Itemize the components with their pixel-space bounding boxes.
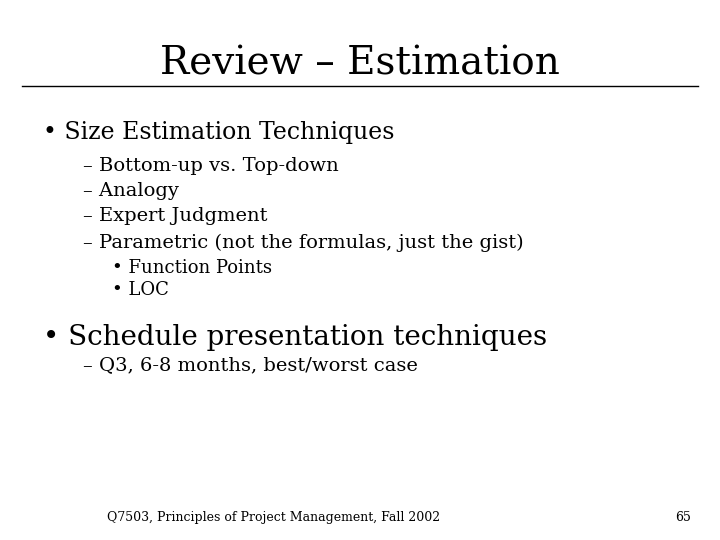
Text: Review – Estimation: Review – Estimation <box>160 46 560 83</box>
Text: • Function Points: • Function Points <box>112 259 271 277</box>
Text: • LOC: • LOC <box>112 281 168 299</box>
Text: – Parametric (not the formulas, just the gist): – Parametric (not the formulas, just the… <box>83 234 523 252</box>
Text: – Analogy: – Analogy <box>83 182 179 200</box>
Text: Q7503, Principles of Project Management, Fall 2002: Q7503, Principles of Project Management,… <box>107 511 440 524</box>
Text: – Q3, 6-8 months, best/worst case: – Q3, 6-8 months, best/worst case <box>83 356 418 374</box>
Text: 65: 65 <box>675 511 691 524</box>
Text: • Schedule presentation techniques: • Schedule presentation techniques <box>43 324 547 351</box>
Text: – Expert Judgment: – Expert Judgment <box>83 207 267 225</box>
Text: – Bottom-up vs. Top-down: – Bottom-up vs. Top-down <box>83 157 338 174</box>
Text: • Size Estimation Techniques: • Size Estimation Techniques <box>43 122 395 145</box>
